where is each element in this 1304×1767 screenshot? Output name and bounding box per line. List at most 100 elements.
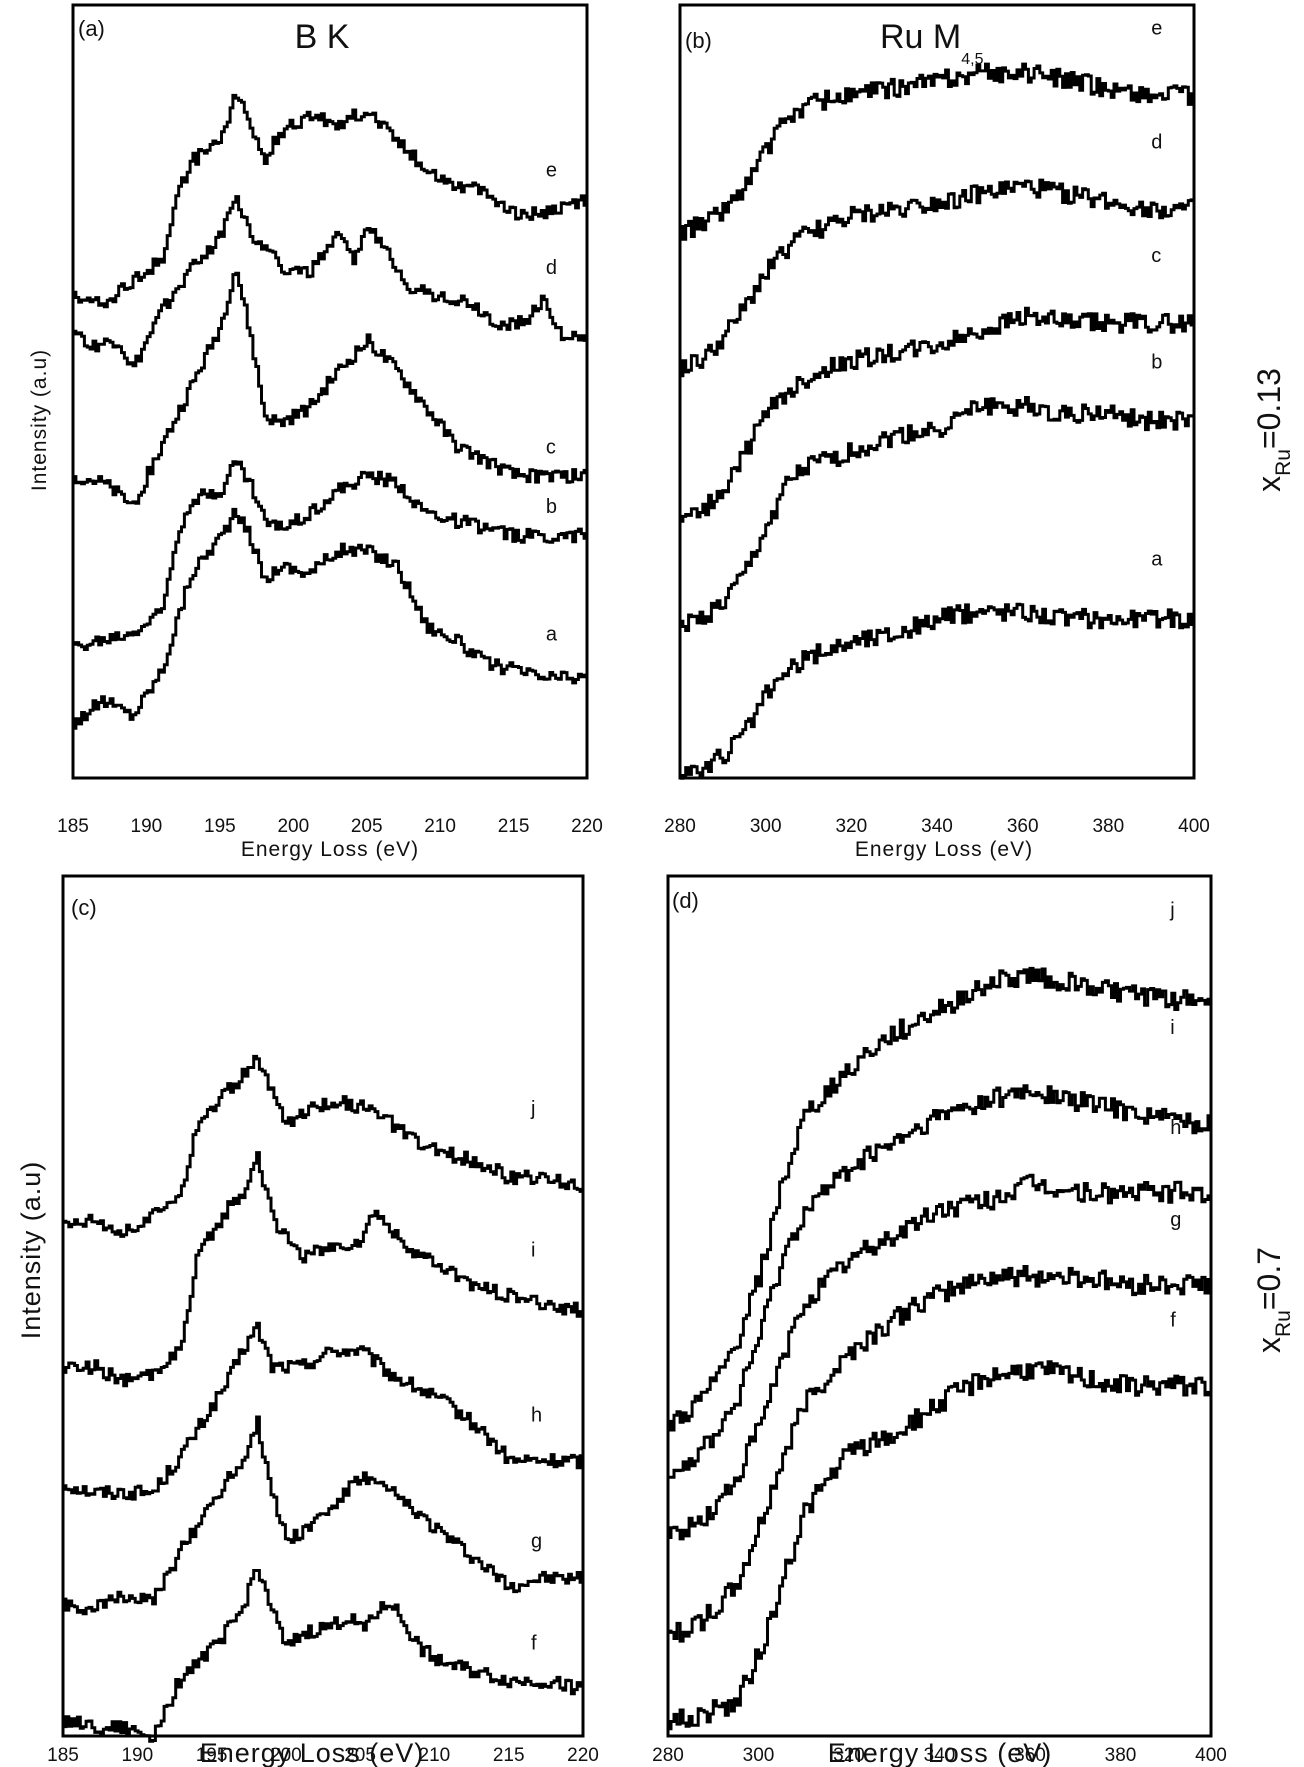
- xtick-label: 300: [750, 816, 782, 837]
- side-label-top-rest: =0.13: [1251, 368, 1287, 449]
- panel-d-frame: [666, 874, 1213, 1738]
- xtick-label: 205: [344, 1745, 376, 1766]
- xtick-label: 280: [652, 1745, 684, 1766]
- xtick-label: 320: [833, 1745, 865, 1766]
- panel-b-curve-labels: e d c b a: [1151, 18, 1163, 571]
- side-label-bottom-rest: =0.7: [1251, 1247, 1287, 1310]
- panel-b-xticks: 280 300 320 340 360 380 400: [664, 816, 1210, 837]
- xtick-label: 200: [277, 816, 309, 837]
- panel-d-xticks: 280 300 320 340 360 380 400: [652, 1745, 1227, 1766]
- xtick-label: 215: [498, 816, 530, 837]
- series-e-line: [73, 93, 589, 309]
- xtick-label: 185: [47, 1745, 79, 1766]
- curve-label-f: f: [531, 1633, 537, 1655]
- side-label-top-base: x: [1251, 476, 1287, 492]
- panel-a-title: B K: [295, 18, 350, 56]
- curve-label-e: e: [1151, 18, 1162, 40]
- panel-a-xticks: 185 190 195 200 205 210 215 220: [57, 816, 603, 837]
- side-label-top-sub: Ru: [1272, 449, 1295, 476]
- xtick-label: 380: [1092, 816, 1124, 837]
- panel-c-frame: [61, 874, 585, 1738]
- curve-label-b: b: [546, 496, 557, 518]
- side-label-bottom-base: x: [1251, 1337, 1287, 1353]
- series-g-line: [668, 1265, 1213, 1643]
- curve-label-f: f: [1170, 1309, 1176, 1331]
- side-label-bottom: xRu=0.7: [1251, 1247, 1295, 1353]
- curve-label-h: h: [1170, 1117, 1181, 1139]
- panel-b-curves: [680, 62, 1196, 780]
- xtick-label: 195: [196, 1745, 228, 1766]
- curve-label-c: c: [546, 436, 556, 458]
- series-j-line: [668, 966, 1213, 1432]
- curve-label-a: a: [1151, 548, 1163, 570]
- series-e-line: [680, 62, 1196, 241]
- side-label-top: xRu=0.13: [1251, 368, 1295, 492]
- panel-c-xticks: 185 190 195 200 205 210 215 220: [47, 1745, 599, 1766]
- curve-label-j: j: [530, 1098, 535, 1120]
- curve-label-c: c: [1151, 245, 1161, 267]
- series-h-line: [668, 1173, 1213, 1541]
- xtick-label: 360: [1014, 1745, 1046, 1766]
- curve-label-i: i: [1170, 1017, 1174, 1039]
- curve-label-i: i: [531, 1240, 535, 1262]
- panel-a-ylabel: Intensity (a.u): [28, 349, 51, 491]
- panel-d-tag: (d): [672, 888, 699, 913]
- series-g-line: [63, 1415, 585, 1616]
- xtick-label: 380: [1105, 1745, 1137, 1766]
- series-b-line: [73, 460, 589, 651]
- series-f-line: [63, 1569, 585, 1743]
- panel-a-frame: [71, 3, 589, 780]
- panel-a-curves: [73, 93, 589, 730]
- series-a-line: [73, 507, 589, 730]
- series-f-line: [668, 1360, 1213, 1731]
- panel-d-curves: [668, 966, 1213, 1731]
- panel-d-xlabel: Energy Loss (eV): [828, 1738, 1053, 1767]
- xtick-label: 200: [270, 1745, 302, 1766]
- panel-c-curve-labels: j i h g f: [530, 1098, 542, 1654]
- series-i-line: [668, 1084, 1213, 1479]
- xtick-label: 215: [493, 1745, 525, 1766]
- panel-c-tag: (c): [71, 895, 97, 920]
- xtick-label: 190: [121, 1745, 153, 1766]
- xtick-label: 340: [924, 1745, 956, 1766]
- curve-label-a: a: [546, 623, 558, 645]
- xtick-label: 300: [743, 1745, 775, 1766]
- xtick-label: 195: [204, 816, 236, 837]
- xtick-label: 190: [131, 816, 163, 837]
- xtick-label: 205: [351, 816, 383, 837]
- curve-label-g: g: [1170, 1209, 1181, 1231]
- curve-label-e: e: [546, 160, 557, 182]
- series-c-line: [73, 271, 589, 505]
- xtick-label: 220: [571, 816, 603, 837]
- panel-a-curve-labels: e d c b a: [546, 160, 558, 646]
- curve-label-d: d: [546, 257, 557, 279]
- xtick-label: 280: [664, 816, 696, 837]
- series-b-line: [680, 396, 1196, 632]
- panel-b-xlabel: Energy Loss (eV): [855, 838, 1033, 861]
- side-label-bottom-sub: Ru: [1272, 1310, 1295, 1337]
- curve-label-h: h: [531, 1405, 542, 1427]
- curve-label-g: g: [531, 1530, 542, 1552]
- xtick-label: 210: [419, 1745, 451, 1766]
- xtick-label: 320: [835, 816, 867, 837]
- panel-d-curve-labels: j i h g f: [1169, 900, 1181, 1332]
- panel-c-xlabel: Energy Loss (eV): [200, 1738, 425, 1767]
- panel-a: (a) B K e d c b a 185 190 195 200 205 210 215 220 E…: [28, 3, 603, 861]
- panel-c-curves: [63, 1054, 585, 1743]
- xtick-label: 210: [424, 816, 456, 837]
- panel-d: (d) j i h g f 280 300 320 340 360 380 400 Energy L…: [652, 874, 1227, 1767]
- panel-c: (c) j i h g f 185 190 195 200 205 210 215 220 Energ…: [16, 874, 599, 1767]
- xtick-label: 400: [1195, 1745, 1227, 1766]
- series-d-line: [680, 178, 1196, 378]
- xtick-label: 340: [921, 816, 953, 837]
- panel-c-ylabel: Intensity (a.u): [16, 1161, 46, 1340]
- series-h-line: [63, 1321, 585, 1501]
- curve-label-b: b: [1151, 351, 1162, 373]
- xtick-label: 400: [1178, 816, 1210, 837]
- xtick-label: 185: [57, 816, 89, 837]
- curve-label-j: j: [1169, 900, 1174, 922]
- series-d-line: [73, 195, 589, 368]
